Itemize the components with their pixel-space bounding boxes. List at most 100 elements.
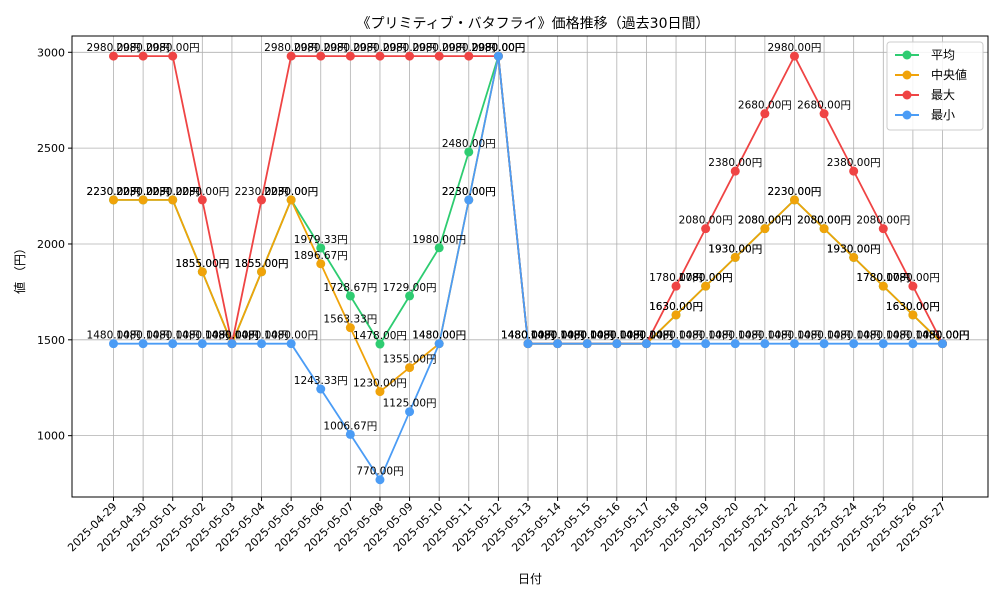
- data-point: [819, 339, 829, 349]
- data-point: [168, 339, 178, 349]
- data-label: 2980.00円: [442, 42, 496, 54]
- data-label: 2980.00円: [412, 42, 466, 54]
- data-point: [612, 339, 622, 349]
- data-label: 2230.00円: [235, 186, 289, 198]
- data-label: 1896.67円: [294, 250, 348, 262]
- data-label: 1480.00円: [146, 330, 200, 342]
- data-label: 1480.00円: [856, 330, 910, 342]
- data-point: [908, 281, 918, 291]
- data-label: 1480.00円: [412, 330, 466, 342]
- data-label: 1780.00円: [886, 272, 940, 284]
- data-point: [849, 252, 859, 262]
- data-point: [730, 252, 740, 262]
- legend-label: 中央値: [931, 67, 967, 82]
- legend-swatch-marker: [902, 50, 912, 60]
- data-label: 1480.00円: [827, 330, 881, 342]
- data-label: 1480.00円: [501, 330, 555, 342]
- data-point: [405, 51, 415, 61]
- data-label: 1480.00円: [916, 330, 970, 342]
- data-point: [109, 51, 118, 61]
- data-label: 1780.00円: [679, 272, 733, 284]
- data-label: 1480.00円: [590, 330, 644, 342]
- data-label: 1480.00円: [619, 330, 673, 342]
- data-point: [227, 339, 237, 349]
- data-point: [405, 291, 415, 301]
- data-point: [671, 310, 681, 320]
- data-point: [286, 195, 296, 205]
- data-label: 1480.00円: [797, 330, 851, 342]
- data-point: [138, 195, 148, 205]
- data-point: [789, 195, 799, 205]
- data-point: [464, 147, 474, 157]
- data-label: 1006.67円: [323, 420, 377, 432]
- data-label: 2230.00円: [87, 186, 141, 198]
- data-label: 2380.00円: [708, 157, 762, 169]
- legend-label: 平均: [931, 48, 955, 62]
- data-label: 1480.00円: [501, 330, 555, 342]
- y-tick-label: 2000: [37, 238, 65, 251]
- data-point: [109, 195, 118, 205]
- data-point: [789, 339, 799, 349]
- data-label: 2980.00円: [471, 42, 525, 54]
- data-label: 1480.00円: [501, 330, 555, 342]
- data-point: [701, 224, 711, 234]
- data-point: [908, 339, 918, 349]
- data-label: 1480.00円: [205, 330, 259, 342]
- data-label: 1480.00円: [116, 330, 170, 342]
- data-point: [109, 339, 118, 349]
- data-label: 1930.00円: [708, 243, 762, 255]
- data-label: 1480.00円: [531, 330, 585, 342]
- series-layer: [109, 51, 947, 485]
- data-label: 1480.00円: [679, 330, 733, 342]
- data-label: 1480.00円: [916, 330, 970, 342]
- data-point: [789, 51, 799, 61]
- data-label: 2230.00円: [116, 186, 170, 198]
- legend-label: 最大: [931, 88, 955, 102]
- data-point: [345, 323, 355, 333]
- legend-swatch-marker: [902, 70, 912, 80]
- data-point: [257, 195, 267, 205]
- data-point: [257, 339, 267, 349]
- data-label: 1243.33円: [294, 375, 348, 387]
- data-label: 1630.00円: [886, 301, 940, 313]
- data-label: 1480.00円: [87, 330, 141, 342]
- data-point: [760, 339, 770, 349]
- legend-box: [886, 41, 984, 131]
- data-label: 1480.00円: [501, 330, 555, 342]
- data-point: [316, 243, 326, 253]
- data-label: 1125.00円: [383, 398, 437, 410]
- data-label: 2080.00円: [797, 215, 851, 227]
- data-point: [730, 339, 740, 349]
- data-label: 1480.00円: [205, 330, 259, 342]
- data-point: [138, 339, 148, 349]
- data-label: 2080.00円: [679, 215, 733, 227]
- data-point: [375, 51, 385, 61]
- data-label: 1780.00円: [856, 272, 910, 284]
- data-point: [405, 407, 415, 417]
- data-point: [286, 51, 296, 61]
- data-label: 2680.00円: [738, 100, 792, 112]
- data-point: [553, 339, 563, 349]
- data-label: 1930.00円: [827, 243, 881, 255]
- data-point: [197, 339, 207, 349]
- data-point: [168, 51, 178, 61]
- data-label: 1930.00円: [827, 243, 881, 255]
- data-label: 2230.00円: [442, 186, 496, 198]
- data-labels: 2230.00円2230.00円2230.00円1855.00円1480.00円…: [87, 42, 970, 478]
- data-point: [286, 339, 296, 349]
- data-label: 1728.67円: [323, 282, 377, 294]
- data-label: 1480.00円: [619, 330, 673, 342]
- y-axis-title: 値 （円）: [12, 242, 27, 294]
- data-label: 2980.00円: [383, 42, 437, 54]
- data-point: [523, 339, 533, 349]
- data-label: 1930.00円: [708, 243, 762, 255]
- data-point: [345, 429, 355, 439]
- data-label: 2230.00円: [768, 186, 822, 198]
- data-point: [701, 339, 711, 349]
- data-label: 1480.00円: [412, 330, 466, 342]
- legend-swatch-marker: [902, 110, 912, 120]
- data-label: 1855.00円: [235, 258, 289, 270]
- data-point: [730, 166, 740, 176]
- data-label: 1480.00円: [205, 330, 259, 342]
- data-label: 1630.00円: [649, 301, 703, 313]
